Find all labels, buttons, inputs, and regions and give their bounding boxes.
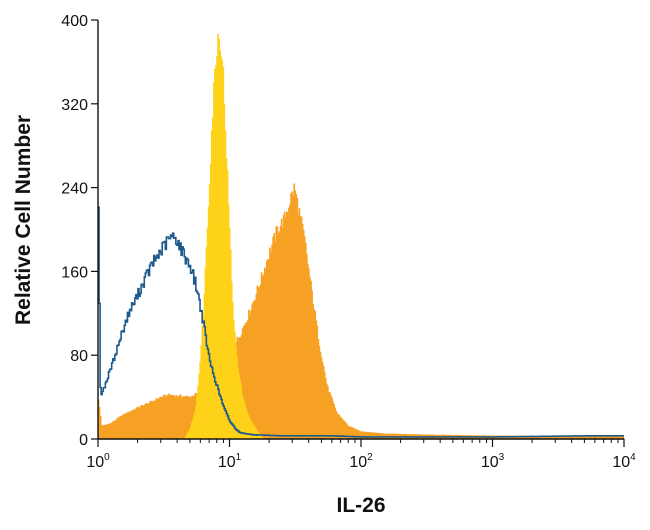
y-tick-label: 0: [79, 432, 88, 449]
y-tick-label: 240: [61, 181, 88, 198]
ticks-layer: 0 80 160 240 320 400 100 101 102 103 104: [61, 13, 636, 471]
y-tick-label: 320: [61, 97, 88, 114]
x-axis-title: IL-26: [336, 494, 385, 517]
x-tick-label: 104: [612, 452, 636, 471]
histogram-series-0: [97, 183, 625, 440]
x-tick-label: 103: [481, 452, 505, 471]
histogram-series-1: [183, 33, 264, 440]
series-layer: [97, 33, 625, 440]
x-tick-label: 100: [86, 452, 110, 471]
y-axis-title: Relative Cell Number: [12, 115, 35, 325]
axes-layer: [97, 20, 624, 440]
x-tick-label: 102: [349, 452, 373, 471]
y-tick-label: 80: [70, 348, 88, 365]
y-tick-label: 400: [61, 13, 88, 30]
y-tick-label: 160: [61, 264, 88, 281]
histogram-series-2: [98, 206, 624, 438]
x-tick-label: 101: [218, 452, 242, 471]
